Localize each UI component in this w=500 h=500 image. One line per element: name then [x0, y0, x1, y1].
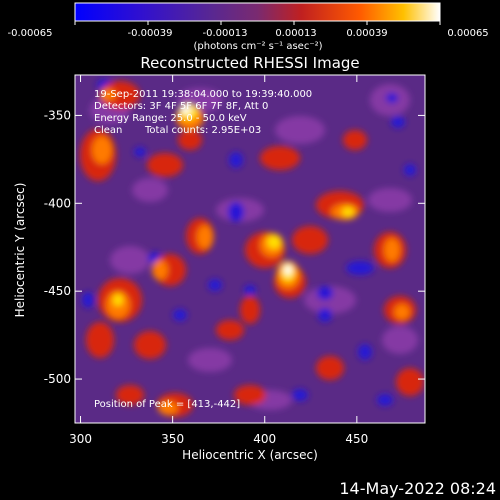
- solar-image: [75, 75, 425, 423]
- y-axis-label: Heliocentric Y (arcsec): [13, 183, 27, 318]
- colorbar-tick-label: -0.00013: [203, 28, 248, 39]
- info-clean: Clean: [94, 125, 122, 136]
- colorbar-tick-label: -0.00065: [8, 28, 53, 39]
- y-tick-label: -450: [44, 284, 71, 298]
- x-tick-label: 300: [69, 432, 92, 446]
- info-energy: Energy Range: 25.0 - 50.0 keV: [94, 113, 247, 124]
- x-tick-label: 350: [161, 432, 184, 446]
- colorbar-tick-label: 0.00013: [275, 28, 316, 39]
- y-tick-label: -350: [44, 108, 71, 122]
- y-axis: -350 -400 -450 -500: [44, 108, 425, 386]
- colorbar-tick-label: -0.00039: [128, 28, 173, 39]
- colorbar-unit-label: (photons cm⁻² s⁻¹ asec⁻²): [193, 41, 322, 52]
- colorbar-tick-label: 0.00039: [346, 28, 387, 39]
- x-tick-label: 450: [345, 432, 368, 446]
- y-tick-label: -400: [44, 196, 71, 210]
- info-counts: Total counts: 2.95E+03: [144, 125, 261, 136]
- y-tick-label: -500: [44, 372, 71, 386]
- timestamp: 14-May-2022 08:24: [339, 479, 496, 498]
- peak-position-label: Position of Peak = [413,-442]: [94, 399, 240, 410]
- plot-frame: [74, 74, 426, 424]
- colorbar-tick-label: 0.00065: [447, 28, 488, 39]
- x-tick-label: 400: [253, 432, 276, 446]
- info-time: 19-Sep-2011 19:38:04.000 to 19:39:40.000: [94, 89, 312, 100]
- colorbar: [74, 2, 441, 22]
- colorbar-tick-marks: [74, 21, 441, 25]
- x-axis: 300 350 400 450: [69, 75, 368, 446]
- x-axis-label: Heliocentric X (arcsec): [182, 448, 318, 462]
- plot-title: Reconstructed RHESSI Image: [140, 54, 359, 72]
- info-detectors: Detectors: 3F 4F 5F 6F 7F 8F, Att 0: [94, 101, 268, 112]
